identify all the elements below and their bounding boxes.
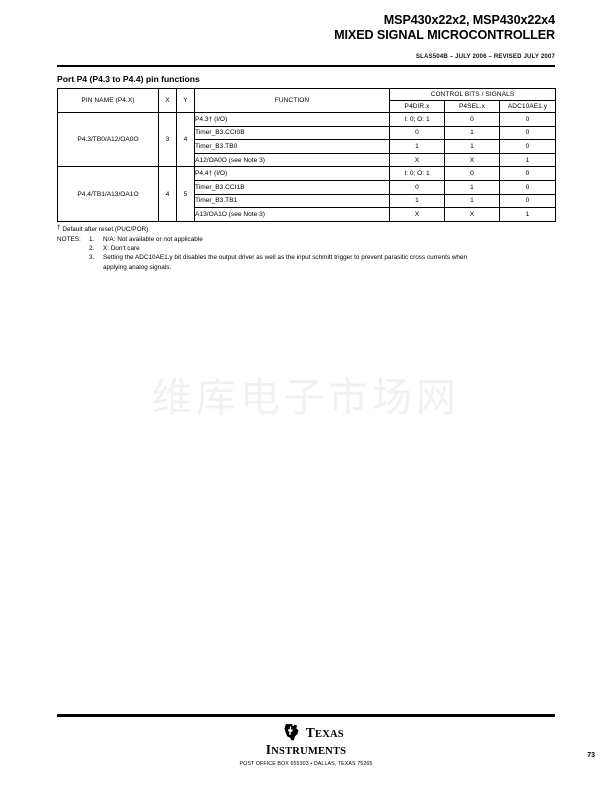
table-row: P4.3/TB0/A12/OA0O 3 4 P4.3† (I/O) I: 0; … xyxy=(57,111,557,168)
notes-list: 1. N/A: Not available or not applicable … xyxy=(89,235,562,272)
col-header-p4dir: P4DIR.x xyxy=(389,100,445,113)
cell-p4dir: I: 0; O: 1 xyxy=(389,166,445,181)
notes-row: NOTES: 1. N/A: Not available or not appl… xyxy=(57,235,562,272)
cell-x: 3 xyxy=(158,111,177,168)
footer-address: POST OFFICE BOX 655303 • DALLAS, TEXAS 7… xyxy=(239,761,373,767)
note-text: X: Don't care xyxy=(103,245,140,253)
footnotes-block: † Default after reset (PUC/POR) NOTES: 1… xyxy=(57,224,562,272)
ti-logo-texas: TEXAS xyxy=(305,725,344,740)
cell-function: Timer_B3.TB0 xyxy=(194,139,390,154)
texas-state-icon xyxy=(284,724,299,741)
col-header-y: Y xyxy=(176,88,195,113)
cell-p4sel: X xyxy=(444,152,500,168)
cell-p4sel: X xyxy=(444,207,500,222)
cell-p4sel: 0 xyxy=(444,166,500,181)
cell-p4dir: 1 xyxy=(389,139,445,154)
note-item: 2. X: Don't care xyxy=(89,244,562,253)
note-number: 2. xyxy=(89,245,95,253)
col-header-x: X xyxy=(158,88,177,113)
device-title-line2: MIXED SIGNAL MICROCONTROLLER xyxy=(334,27,555,42)
cell-function: Timer_B3.CCI1B xyxy=(194,179,390,195)
table-row: A13/OA1O (see Note 3) X X 1 xyxy=(58,207,557,222)
table-header-row-1: PIN NAME (P4.X) X Y FUNCTION CONTROL BIT… xyxy=(57,88,557,113)
note-text: N/A: Not available or not applicable xyxy=(103,235,203,243)
footnote-dagger-text: Default after reset (PUC/POR) xyxy=(62,226,149,233)
document-reference: SLAS504B – JULY 2006 – REVISED JULY 2007 xyxy=(415,53,555,61)
page-header: MSP430x22x2, MSP430x22x4 MIXED SIGNAL MI… xyxy=(57,13,555,60)
cell-adc10ae: 0 xyxy=(498,166,557,181)
table-head: PIN NAME (P4.X) X Y FUNCTION CONTROL BIT… xyxy=(57,88,557,113)
ti-logo-instruments: INSTRUMENTS xyxy=(265,741,347,757)
note-number: 1. xyxy=(89,235,95,243)
footer-divider-rule xyxy=(57,714,555,717)
table-row: Timer_B3.TB0 1 1 0 xyxy=(58,139,557,154)
cell-function: A13/OA1O (see Note 3) xyxy=(194,207,390,222)
cell-p4sel: 1 xyxy=(444,125,500,141)
cell-function: Timer_B3.CCI0B xyxy=(194,125,390,141)
cell-function: Timer_B3.TB1 xyxy=(194,193,390,209)
cell-pin-name: P4.3/TB0/A12/OA0O xyxy=(57,111,159,168)
cell-adc10ae: 0 xyxy=(498,125,557,141)
ti-logo: TEXAS INSTRUMENTS xyxy=(0,724,612,759)
table-body: P4.3/TB0/A12/OA0O 3 4 P4.3† (I/O) I: 0; … xyxy=(57,111,557,222)
table-row: Timer_B3.CCI1B 0 1 0 xyxy=(58,179,557,195)
col-header-p4sel: P4SEL.x xyxy=(444,100,500,113)
col-header-function: FUNCTION xyxy=(194,88,390,113)
cell-p4dir: 0 xyxy=(389,125,445,141)
cell-function: A12/OA0O (see Note 3) xyxy=(194,152,390,168)
cell-adc10ae: 0 xyxy=(498,179,557,195)
cell-function: P4.3† (I/O) xyxy=(194,112,390,127)
footnote-dagger: † Default after reset (PUC/POR) xyxy=(57,224,562,234)
table-header-row-2: P4DIR.x P4SEL.x ADC10AE1.y xyxy=(58,100,557,113)
note-number: 3. xyxy=(89,254,95,262)
dagger-symbol: † xyxy=(57,224,61,231)
header-divider-rule xyxy=(57,64,555,68)
cell-p4dir: X xyxy=(389,152,445,168)
col-header-control-bits-signals: CONTROL BITS / SIGNALS xyxy=(388,88,557,101)
page-number: 73 xyxy=(587,752,595,759)
notes-label: NOTES: xyxy=(57,235,81,243)
cell-p4dir: 1 xyxy=(389,193,445,209)
cell-y: 5 xyxy=(176,166,195,222)
pin-functions-table: PIN NAME (P4.X) X Y FUNCTION CONTROL BIT… xyxy=(57,88,557,222)
cell-p4dir: X xyxy=(389,207,445,222)
page-watermark: 维库电子市场网 xyxy=(152,375,460,421)
note-continuation: applying analog signals. xyxy=(103,263,172,271)
cell-adc10ae: 0 xyxy=(498,112,557,127)
cell-adc10ae: 1 xyxy=(498,152,557,168)
cell-p4dir: I: 0; O: 1 xyxy=(389,112,445,127)
cell-adc10ae: 0 xyxy=(498,139,557,154)
note-item: 1. N/A: Not available or not applicable xyxy=(89,235,562,244)
cell-p4sel: 1 xyxy=(444,179,500,195)
col-header-adc10ae: ADC10AE1.y xyxy=(498,100,557,113)
cell-p4sel: 0 xyxy=(444,112,500,127)
device-title-line1: MSP430x22x2, MSP430x22x4 xyxy=(383,13,555,27)
cell-p4sel: 1 xyxy=(444,193,500,209)
cell-adc10ae: 0 xyxy=(498,193,557,209)
cell-p4dir: 0 xyxy=(389,179,445,195)
note-text: Setting the ADC10AE1.y bit disables the … xyxy=(103,254,468,262)
cell-x: 4 xyxy=(158,166,177,222)
page-title: Port P4 (P4.3 to P4.4) pin functions xyxy=(57,74,200,84)
cell-p4sel: 1 xyxy=(444,139,500,154)
col-header-pin-name: PIN NAME (P4.X) xyxy=(57,88,159,113)
table-row: P4.4/TB1/A13/OA1O 4 5 P4.4† (I/O) I: 0; … xyxy=(57,166,557,222)
cell-y: 4 xyxy=(176,111,195,168)
cell-pin-name: P4.4/TB1/A13/OA1O xyxy=(57,166,159,222)
cell-function: P4.4† (I/O) xyxy=(194,166,390,181)
note-item: 3. Setting the ADC10AE1.y bit disables t… xyxy=(89,253,562,262)
cell-adc10ae: 1 xyxy=(498,207,557,222)
